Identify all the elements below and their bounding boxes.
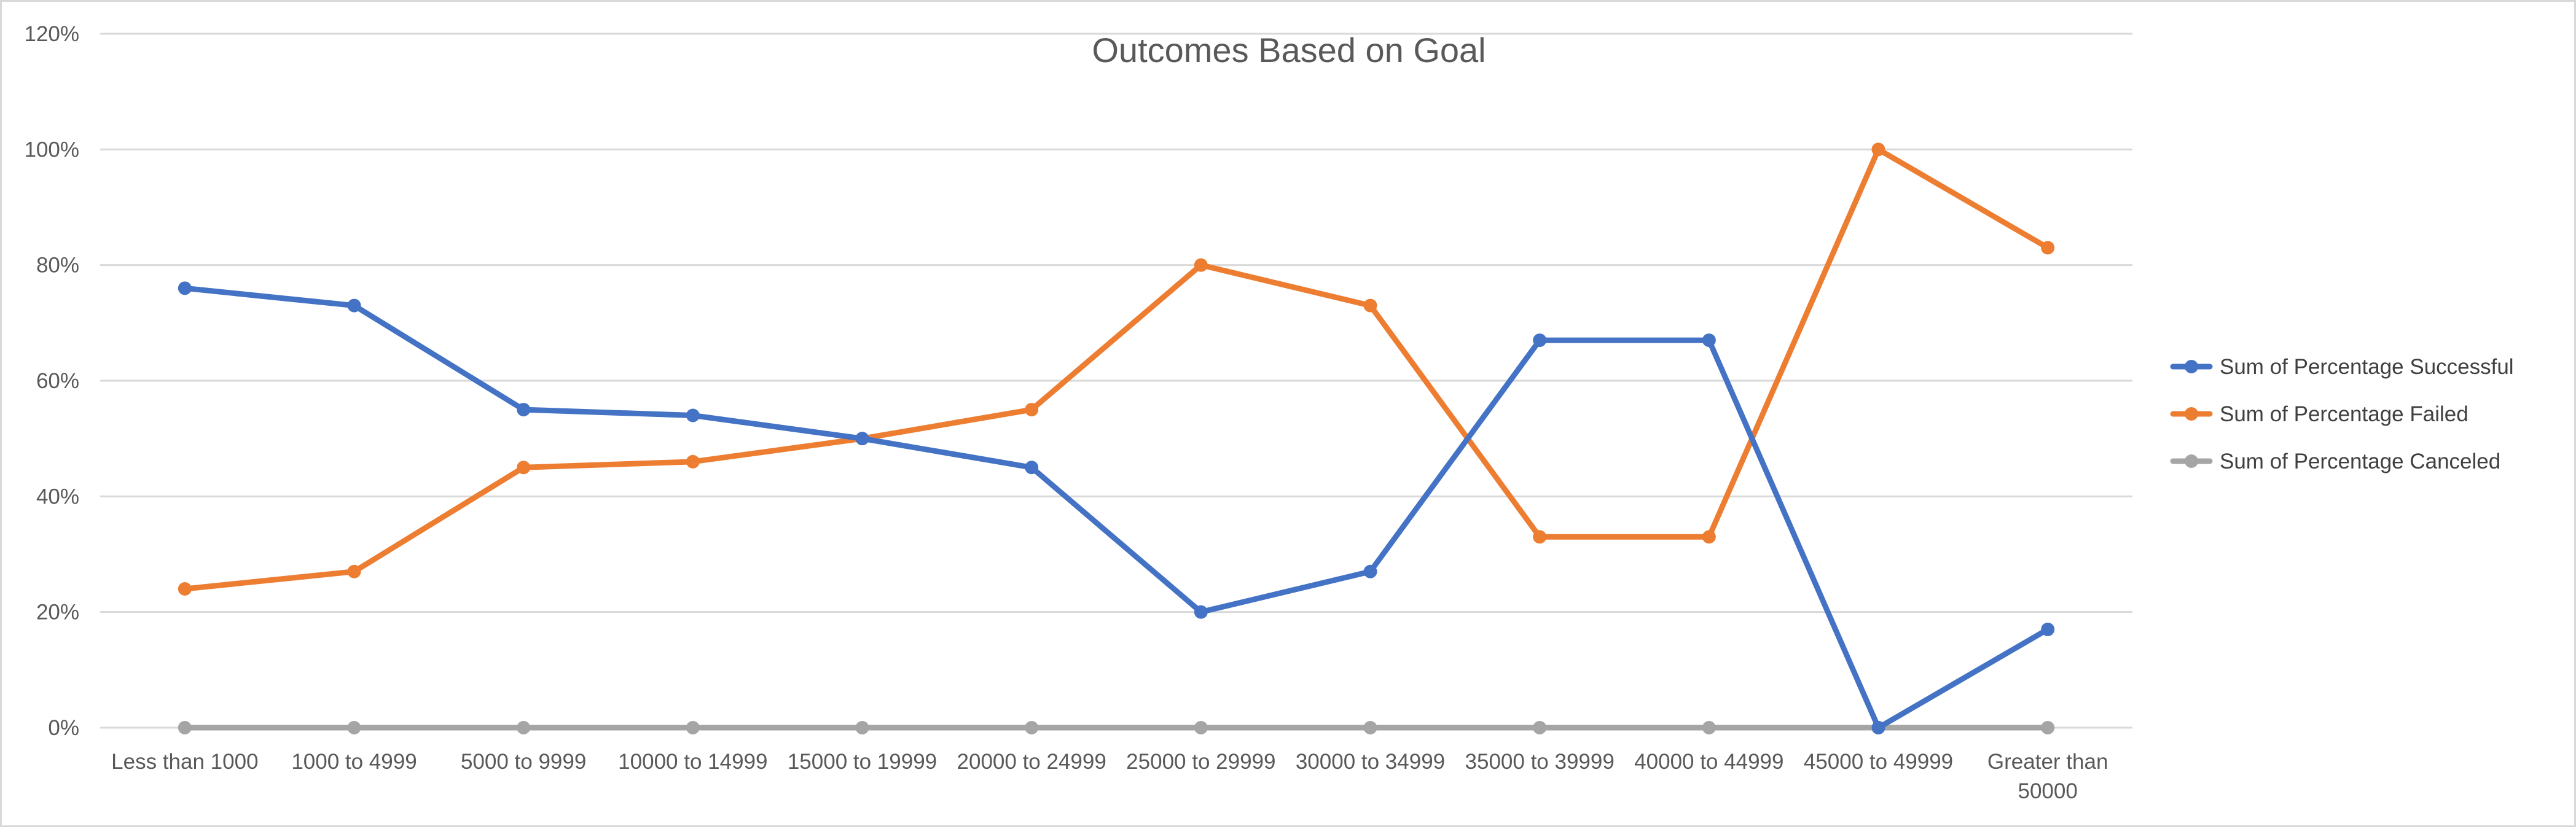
- data-point: [347, 298, 361, 313]
- data-point: [1533, 530, 1547, 544]
- data-point: [1194, 258, 1208, 272]
- x-tick-label: Less than 1000: [111, 750, 258, 774]
- x-tick-label: 30000 to 34999: [1296, 750, 1445, 774]
- data-point: [855, 721, 869, 734]
- legend-swatch-marker: [2185, 360, 2198, 373]
- data-point: [1194, 721, 1208, 734]
- data-point: [2041, 721, 2055, 734]
- data-point: [517, 721, 531, 734]
- y-tick-label: 40%: [36, 485, 79, 508]
- data-point: [1025, 403, 1039, 417]
- x-tick-label: 20000 to 24999: [957, 750, 1106, 774]
- data-point: [1025, 721, 1039, 734]
- data-point: [1194, 605, 1208, 619]
- legend-item: Sum of Percentage Failed: [2170, 402, 2468, 426]
- legend-label: Sum of Percentage Canceled: [2220, 450, 2500, 473]
- data-point: [517, 403, 531, 417]
- series-lines: [178, 142, 2055, 734]
- x-tick-label: 15000 to 19999: [788, 750, 937, 774]
- y-tick-label: 100%: [24, 138, 79, 162]
- data-point: [1871, 142, 1885, 157]
- y-tick-label: 80%: [36, 254, 79, 278]
- gridlines: [100, 33, 2132, 729]
- x-tick-label: 10000 to 14999: [618, 750, 767, 774]
- y-tick-label: 0%: [48, 716, 79, 740]
- x-tick-label: 45000 to 49999: [1804, 750, 1953, 774]
- data-point: [347, 564, 361, 578]
- x-tick-label: 35000 to 39999: [1465, 750, 1615, 774]
- data-point: [1533, 721, 1547, 734]
- legend-label: Sum of Percentage Failed: [2220, 402, 2468, 426]
- data-point: [2041, 622, 2055, 636]
- series-line: [182, 285, 2051, 731]
- y-tick-label: 60%: [36, 369, 79, 393]
- data-point: [1363, 564, 1377, 578]
- series-0: [178, 281, 2055, 734]
- x-tick-label: 5000 to 9999: [461, 750, 586, 774]
- data-point: [1702, 530, 1716, 544]
- data-point: [1533, 333, 1547, 348]
- data-point: [1702, 721, 1716, 734]
- chart-title: Outcomes Based on Goal: [1092, 31, 1486, 69]
- data-point: [686, 408, 700, 422]
- y-tick-label: 120%: [24, 22, 79, 46]
- data-point: [517, 461, 531, 475]
- data-point: [1871, 721, 1885, 734]
- data-point: [686, 454, 700, 469]
- data-point: [2041, 241, 2055, 255]
- series-2: [178, 721, 2055, 734]
- data-point: [1702, 333, 1716, 348]
- x-tick-label: Greater than 50000: [1987, 750, 2108, 803]
- data-point: [178, 582, 192, 596]
- x-tick-label: 25000 to 29999: [1126, 750, 1275, 774]
- series-line: [182, 146, 2051, 592]
- data-point: [347, 721, 361, 734]
- legend-item: Sum of Percentage Canceled: [2170, 450, 2500, 473]
- data-point: [178, 281, 192, 295]
- data-point: [1363, 298, 1377, 313]
- legend-swatch-marker: [2185, 454, 2198, 468]
- legend: Sum of Percentage Successful Sum of Perce…: [2170, 355, 2514, 473]
- legend-label: Sum of Percentage Successful: [2220, 355, 2514, 379]
- series-1: [178, 142, 2055, 596]
- y-axis-tick-labels: 0% 20% 40% 60% 80% 100% 120%: [24, 22, 79, 740]
- data-point: [1363, 721, 1377, 734]
- x-tick-label: 1000 to 4999: [291, 750, 417, 774]
- x-tick-label: 40000 to 44999: [1634, 750, 1783, 774]
- data-point: [686, 721, 700, 734]
- y-tick-label: 20%: [36, 601, 79, 625]
- legend-swatch-marker: [2185, 407, 2198, 421]
- data-point: [1025, 461, 1039, 475]
- data-point: [855, 432, 869, 446]
- legend-item: Sum of Percentage Successful: [2170, 355, 2514, 379]
- x-axis-tick-labels: Less than 1000 1000 to 4999 5000 to 9999 10…: [111, 750, 2108, 803]
- data-point: [178, 721, 192, 734]
